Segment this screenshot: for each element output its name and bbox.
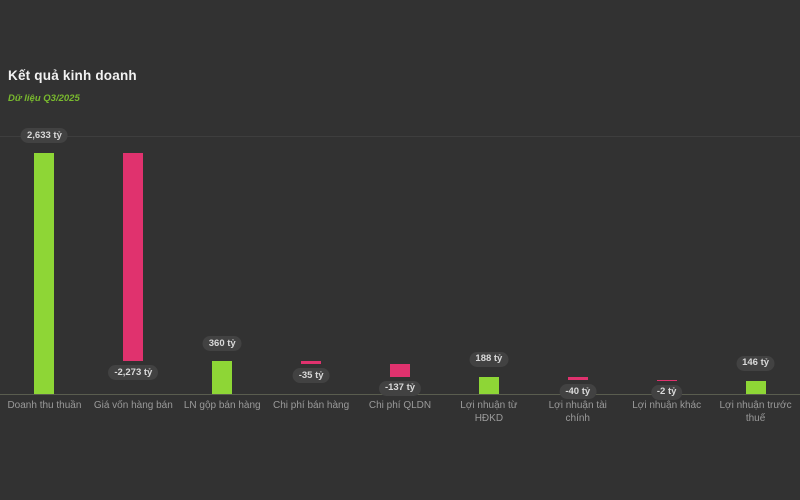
- chart-title: Kết quả kinh doanh: [8, 68, 137, 83]
- top-gridline: [0, 136, 800, 137]
- waterfall-bar-6[interactable]: [478, 376, 499, 394]
- waterfall-bar-2[interactable]: [123, 153, 144, 362]
- category-label-5: Chi phí QLDN: [368, 400, 432, 411]
- value-badge-9: 146 tỷ: [736, 355, 776, 371]
- value-badge-7: -40 tỷ: [559, 384, 597, 400]
- waterfall-bar-4[interactable]: [301, 361, 322, 365]
- category-label-7: Lợi nhuận tài chính: [548, 400, 607, 424]
- waterfall-bar-9[interactable]: [745, 380, 766, 394]
- value-badge-4: -35 tỷ: [292, 368, 330, 384]
- waterfall-bar-3[interactable]: [212, 361, 233, 394]
- waterfall-bar-5[interactable]: [390, 364, 410, 377]
- value-badge-1: 2,633 tỷ: [21, 128, 68, 143]
- waterfall-bar-1[interactable]: [34, 153, 55, 394]
- value-badge-5: -137 tỷ: [378, 380, 422, 396]
- category-label-6: Lợi nhuận từ HĐKD: [460, 400, 518, 424]
- value-badge-3: 360 tỷ: [202, 336, 242, 352]
- category-label-4: Chi phí bán hàng: [273, 400, 350, 411]
- value-badge-2: -2,273 tỷ: [108, 365, 159, 381]
- category-label-9: Lợi nhuận trước thuế: [719, 400, 792, 424]
- value-badge-8: -2 tỷ: [650, 384, 683, 400]
- category-label-3: LN gộp bán hàng: [183, 400, 261, 411]
- category-label-1: Doanh thu thuần: [7, 400, 82, 411]
- chart-subtitle: Dữ liệu Q3/2025: [8, 93, 80, 104]
- category-label-8: Lợi nhuận khác: [632, 400, 702, 411]
- category-label-2: Giá vốn hàng bán: [93, 400, 173, 411]
- value-badge-6: 188 tỷ: [469, 351, 509, 367]
- waterfall-bar-7[interactable]: [567, 376, 588, 381]
